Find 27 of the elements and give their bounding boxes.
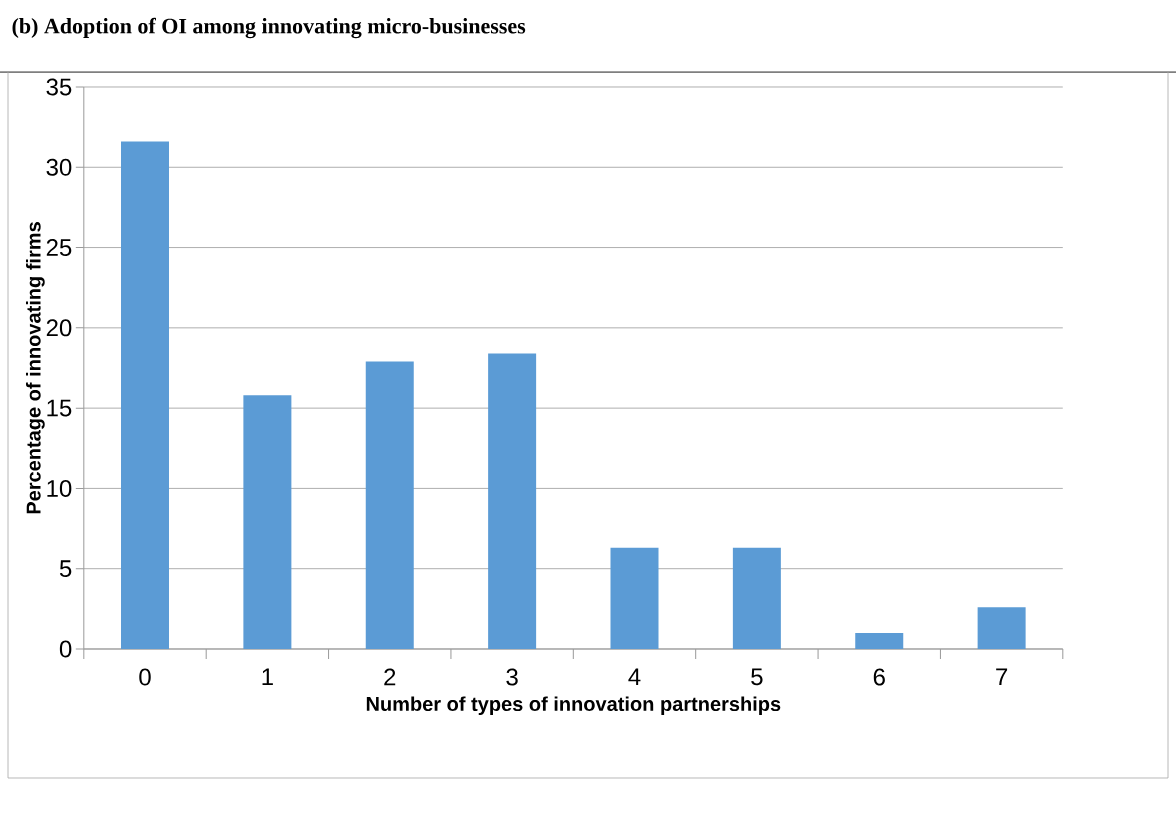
bar	[365, 361, 414, 649]
x-tick-label: 5	[751, 668, 763, 686]
y-tick-label: 0	[59, 640, 72, 658]
x-tick-label: 3	[506, 668, 518, 686]
y-tick-label: 30	[46, 158, 72, 176]
y-tick-label: 20	[46, 319, 72, 337]
bar	[243, 395, 292, 649]
bar	[732, 547, 781, 649]
x-tick-label: 7	[996, 668, 1008, 686]
y-tick-label: 25	[46, 239, 72, 257]
y-tick-label: 15	[47, 399, 72, 417]
x-tick-label: 0	[139, 668, 151, 686]
chart-title: (b) Adoption of OI among innovating micro-businesses	[12, 17, 526, 39]
bar	[855, 632, 904, 649]
bar	[121, 141, 170, 649]
y-tick-label: 5	[59, 560, 72, 578]
y-tick-label: 10	[47, 479, 72, 497]
x-tick-label: 6	[873, 668, 885, 686]
x-tick-label: 2	[384, 668, 396, 686]
y-tick-label: 35	[46, 78, 72, 96]
y-axis-title: Percentage of innovating firms	[26, 222, 45, 514]
bar	[977, 607, 1026, 649]
x-tick-label: 1	[262, 668, 273, 686]
x-axis-title: Number of types of innovation partnerships	[366, 696, 781, 716]
bar	[610, 547, 659, 649]
x-tick-label: 4	[628, 668, 641, 686]
bar	[488, 353, 537, 649]
